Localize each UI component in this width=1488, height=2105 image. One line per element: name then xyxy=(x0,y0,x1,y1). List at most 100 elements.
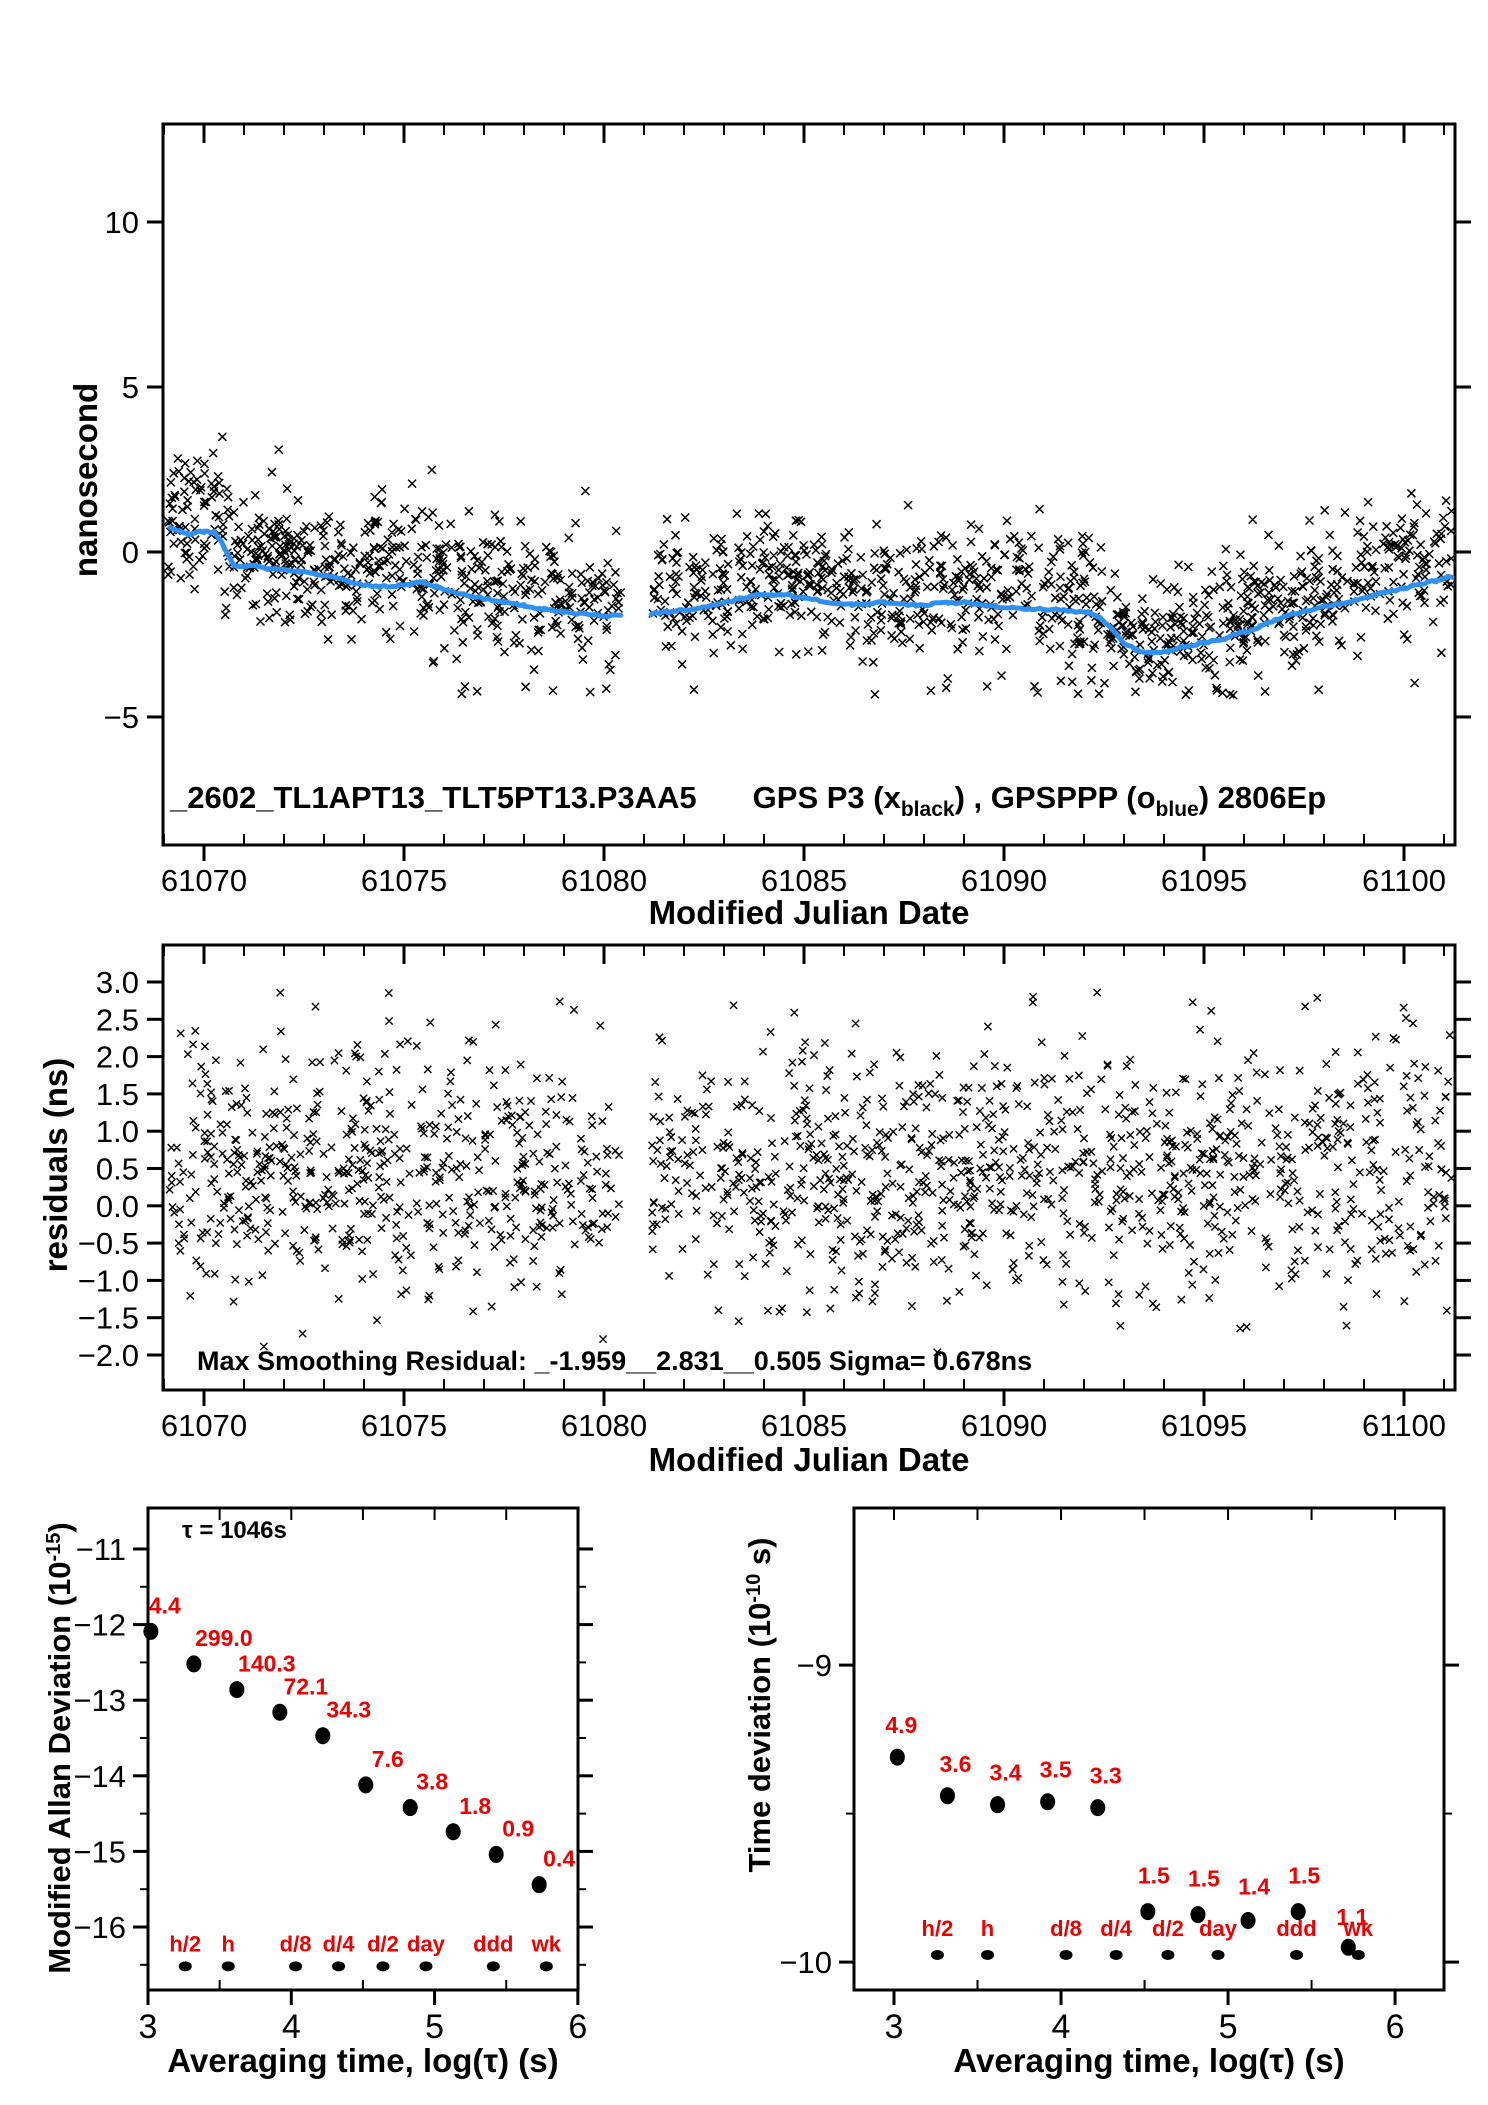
svg-text:3: 3 xyxy=(885,2008,904,2046)
panel-time-deviation: 3 4 5 6 −9 −10 h/2 h d/8 d/4 d/2 day ddd wk 4.9 3.6 3.4 3… xyxy=(779,1506,1459,2046)
svg-text:3: 3 xyxy=(139,2008,158,2046)
panel-residuals: 61070 61075 61080 61085 61090 61095 611003.02.… xyxy=(78,943,1471,1443)
svg-text:d/8: d/8 xyxy=(280,1932,312,1957)
svg-text:61100: 61100 xyxy=(1362,1408,1446,1443)
top-panel-x-axis-title: Modified Julian Date xyxy=(648,894,970,931)
svg-text:61070: 61070 xyxy=(161,1408,247,1443)
top-panel-title: _2602_TL1APT13_TLT5PT13.P3AA5 GPS P3 (xb… xyxy=(170,780,1326,822)
svg-text:−10: −10 xyxy=(779,1945,832,1980)
svg-text:0.4: 0.4 xyxy=(543,1846,575,1872)
svg-text:h: h xyxy=(981,1916,994,1941)
svg-text:0: 0 xyxy=(122,535,139,570)
title-series-legend: GPS P3 (xblack) , GPSPPP (oblue) 2806Ep xyxy=(752,780,1327,821)
title-dataset-id: _2602_TL1APT13_TLT5PT13.P3AA5 xyxy=(170,780,697,815)
svg-text:wk: wk xyxy=(1343,1916,1374,1941)
svg-text:61080: 61080 xyxy=(561,863,647,898)
residuals-panel-y-axis-title: residuals (ns) xyxy=(37,1057,74,1273)
svg-text:3.0: 3.0 xyxy=(96,965,139,1000)
svg-text:72.1: 72.1 xyxy=(283,1673,328,1699)
svg-text:2.5: 2.5 xyxy=(96,1002,139,1037)
svg-text:5: 5 xyxy=(425,2008,444,2046)
svg-text:−16: −16 xyxy=(73,1910,126,1945)
svg-text:61085: 61085 xyxy=(761,1408,847,1443)
svg-text:61075: 61075 xyxy=(361,863,447,898)
svg-text:61075: 61075 xyxy=(361,1408,447,1443)
svg-text:6: 6 xyxy=(568,2008,587,2046)
svg-text:1.5: 1.5 xyxy=(1288,1863,1320,1889)
svg-text:−2.0: −2.0 xyxy=(78,1338,139,1373)
svg-text:3.3: 3.3 xyxy=(1090,1763,1122,1789)
svg-text:0.9: 0.9 xyxy=(502,1815,534,1841)
svg-text:day: day xyxy=(407,1932,446,1957)
svg-text:7.6: 7.6 xyxy=(372,1746,404,1772)
svg-text:6: 6 xyxy=(1386,2008,1405,2046)
svg-text:h/2: h/2 xyxy=(169,1932,201,1957)
svg-text:1.4: 1.4 xyxy=(1238,1874,1270,1900)
svg-text:140.3: 140.3 xyxy=(238,1651,296,1677)
svg-text:−9: −9 xyxy=(797,1648,832,1683)
svg-text:5: 5 xyxy=(122,370,139,405)
svg-text:1.5: 1.5 xyxy=(1188,1866,1220,1892)
svg-text:5: 5 xyxy=(1219,2008,1238,2046)
svg-text:d/8: d/8 xyxy=(1050,1916,1082,1941)
svg-text:3.8: 3.8 xyxy=(416,1769,448,1795)
mdev-exponent: -15 xyxy=(43,1532,65,1562)
svg-text:61100: 61100 xyxy=(1362,863,1446,898)
svg-text:d/2: d/2 xyxy=(1152,1916,1184,1941)
svg-text:61085: 61085 xyxy=(761,863,847,898)
svg-text:4.4: 4.4 xyxy=(149,1592,181,1618)
svg-text:h/2: h/2 xyxy=(922,1916,954,1941)
svg-text:d/2: d/2 xyxy=(367,1932,399,1957)
svg-text:4: 4 xyxy=(282,2008,301,2046)
svg-text:3.5: 3.5 xyxy=(1040,1757,1072,1783)
svg-text:−5: −5 xyxy=(104,700,139,735)
svg-text:10: 10 xyxy=(105,205,139,240)
svg-text:61090: 61090 xyxy=(961,863,1047,898)
legend-sub-blue: blue xyxy=(1155,798,1199,821)
svg-text:−14: −14 xyxy=(73,1759,126,1794)
svg-text:34.3: 34.3 xyxy=(326,1697,371,1723)
mdev-panel-y-axis-title: Modified Allan Deviation (10-15) xyxy=(42,1522,77,1974)
svg-text:d/4: d/4 xyxy=(1100,1916,1133,1941)
svg-text:4.9: 4.9 xyxy=(885,1712,917,1738)
svg-text:h: h xyxy=(222,1932,235,1957)
svg-text:299.0: 299.0 xyxy=(195,1625,253,1651)
svg-text:d/4: d/4 xyxy=(323,1932,356,1957)
svg-text:day: day xyxy=(1199,1916,1238,1941)
mdev-panel-x-axis-title: Averaging time, log(τ) (s) xyxy=(167,2042,559,2079)
tdev-panel-y-axis-title: Time deviation (10-10 s) xyxy=(742,1537,777,1873)
svg-text:61095: 61095 xyxy=(1161,1408,1247,1443)
svg-text:61090: 61090 xyxy=(961,1408,1047,1443)
svg-text:ddd: ddd xyxy=(473,1932,513,1957)
svg-text:0.5: 0.5 xyxy=(96,1152,139,1187)
svg-text:3.4: 3.4 xyxy=(990,1760,1022,1786)
svg-text:1.8: 1.8 xyxy=(459,1793,491,1819)
tau-annotation: τ = 1046s xyxy=(182,1517,287,1544)
svg-text:4: 4 xyxy=(1052,2008,1071,2046)
residuals-panel-x-axis-title: Modified Julian Date xyxy=(648,1441,970,1478)
svg-text:2.0: 2.0 xyxy=(96,1040,139,1075)
svg-text:61095: 61095 xyxy=(1161,863,1247,898)
svg-text:wk: wk xyxy=(531,1932,562,1957)
tdev-exponent: -10 xyxy=(743,1573,765,1603)
svg-text:1.1: 1.1 xyxy=(1336,1904,1368,1930)
svg-text:−12: −12 xyxy=(73,1608,126,1643)
panel-gps-comparison: 61070 61075 61080 61085 61090 61095 61100 10 5 0 −… xyxy=(104,122,1471,898)
svg-text:−13: −13 xyxy=(73,1683,126,1718)
max-smoothing-residual-annotation: Max Smoothing Residual: _-1.959__2.831__… xyxy=(197,1346,1033,1376)
svg-text:−0.5: −0.5 xyxy=(78,1226,139,1261)
svg-text:1.0: 1.0 xyxy=(96,1114,139,1149)
tdev-panel-x-axis-title: Averaging time, log(τ) (s) xyxy=(953,2042,1345,2079)
svg-text:−1.0: −1.0 xyxy=(78,1263,139,1298)
svg-text:3.6: 3.6 xyxy=(939,1751,971,1777)
svg-text:1.5: 1.5 xyxy=(96,1077,139,1112)
top-panel-y-axis-title: nanosecond xyxy=(67,382,104,578)
svg-text:ddd: ddd xyxy=(1276,1916,1316,1941)
legend-sub-black: black xyxy=(900,798,955,821)
svg-text:1.5: 1.5 xyxy=(1138,1863,1170,1889)
svg-text:61080: 61080 xyxy=(561,1408,647,1443)
panel-modified-allan-deviation: 3 4 5 6 −11 −12 −13 −14 −15 −16 h/2 h d/8 d/4 d/2 day dd… xyxy=(73,1506,593,2046)
svg-text:0.0: 0.0 xyxy=(96,1189,139,1224)
